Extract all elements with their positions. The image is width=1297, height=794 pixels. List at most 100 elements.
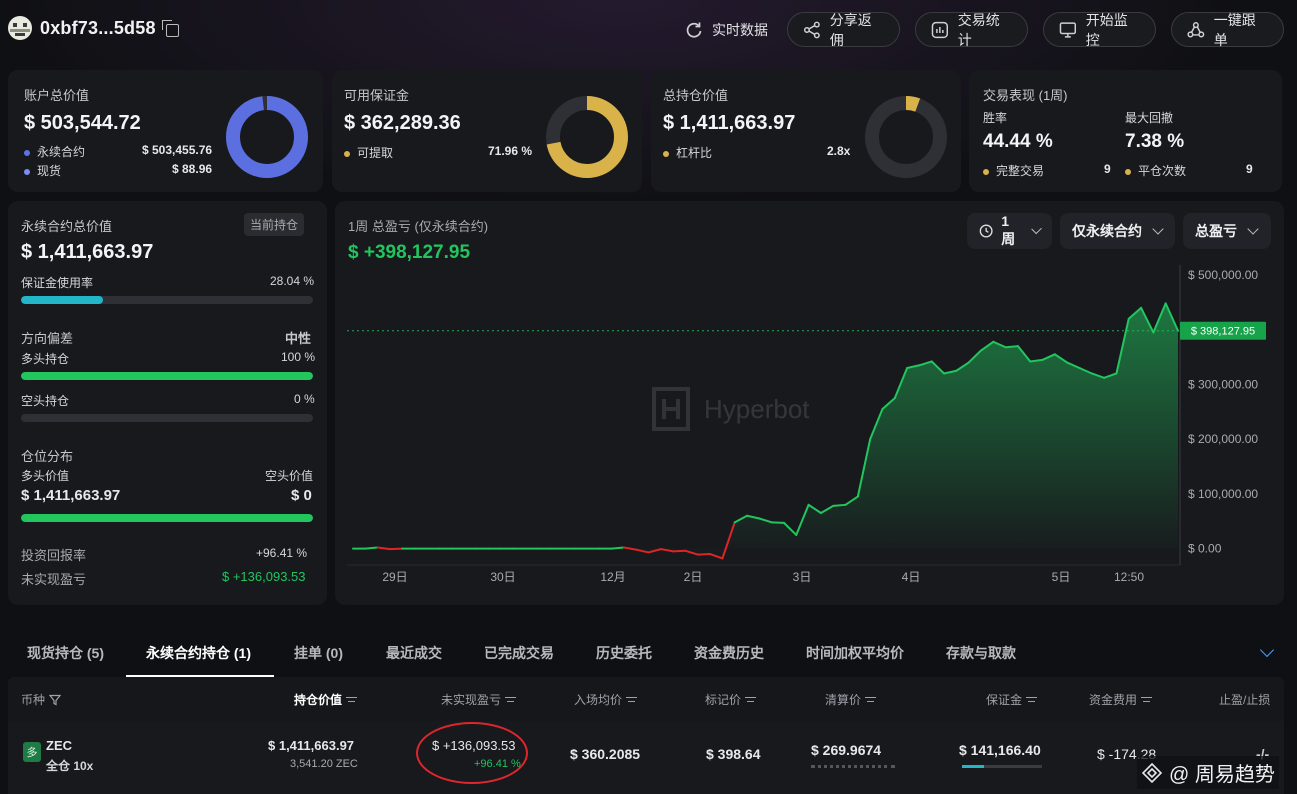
address-text: 0xbf73...5d58 [40, 17, 156, 38]
tab-spot-positions[interactable]: 现货持仓 (5) [27, 645, 104, 661]
pnl-line-segment [1115, 317, 1130, 375]
short-position-value: 0 % [294, 392, 315, 406]
tab-funding-history[interactable]: 资金费历史 [694, 645, 764, 661]
y-tick-label: $ 100,000.00 [1188, 487, 1258, 501]
tab-completed-trades[interactable]: 已完成交易 [484, 645, 554, 661]
perp-row-label: 永续合约 [24, 143, 85, 160]
tab-perp-positions[interactable]: 永续合约持仓 (1) [146, 645, 251, 661]
withdrawable-label: 可提取 [344, 144, 393, 161]
pnl-line-segment [856, 438, 872, 498]
table-row[interactable] [8, 721, 1284, 794]
position-ring-chart [865, 96, 947, 178]
pnl-line-segment [1164, 302, 1179, 332]
mark-price-cell: $ 398.64 [706, 746, 761, 762]
pnl-line-segment [1152, 302, 1167, 334]
stats-icon [931, 21, 949, 38]
margin-bar [962, 765, 1042, 768]
tab-open-orders[interactable]: 挂单 (0) [294, 645, 343, 661]
collapse-chevron-icon[interactable] [1259, 642, 1275, 658]
pnl-line-segment [1140, 306, 1155, 334]
copy-icon[interactable] [161, 19, 179, 37]
position-value-cell: $ 1,411,663.97 [268, 738, 355, 753]
available-margin-value: $ 362,289.36 [344, 112, 461, 134]
sort-icon [1026, 696, 1038, 704]
entry-price-cell: $ 360.2085 [570, 746, 641, 762]
coin-name[interactable]: ZEC [46, 738, 72, 753]
pnl-type-dropdown[interactable]: 总盈亏 [1183, 213, 1271, 249]
margin-cell: $ 141,166.40 [959, 742, 1041, 758]
pnl-line-segment [844, 495, 859, 506]
x-tick-label: 12:50 [1114, 570, 1144, 584]
share-icon [803, 21, 820, 38]
tab-recent-fills[interactable]: 最近成交 [386, 645, 442, 661]
col-unrealized-pnl[interactable]: 未实现盈亏 [441, 691, 517, 708]
long-value: $ 1,411,663.97 [21, 487, 121, 504]
account-ring-chart [226, 96, 308, 178]
pnl-line-segment [1127, 306, 1143, 320]
pnl-line-segment [733, 514, 749, 524]
current-position-badge[interactable]: 当前持仓 [244, 213, 305, 236]
source-watermark-text: @ 周易趋势 [1169, 764, 1275, 786]
pnl-line-segment [721, 521, 736, 560]
col-liq-price[interactable]: 清算价 [825, 691, 877, 708]
win-rate-label: 胜率 [983, 111, 1008, 125]
liq-price-cell: $ 269.9674 [811, 742, 882, 758]
market-dropdown-label: 仅永续合约 [1072, 223, 1142, 239]
unrealized-pnl-label: 未实现盈亏 [21, 572, 87, 587]
trade-stats-button[interactable]: 交易统计 [915, 12, 1028, 48]
leverage-value: 2.8x [827, 144, 851, 158]
position-value: $ 1,411,663.97 [663, 112, 796, 134]
col-position-value[interactable]: 持仓价值 [294, 691, 358, 708]
pnl-total-value: $ +398,127.95 [348, 242, 471, 263]
account-value-card: 账户总价值 $ 503,544.72 永续合约 $ 503,455.76 现货 … [8, 70, 323, 192]
col-funding[interactable]: 资金费用 [1089, 691, 1153, 708]
tab-order-history[interactable]: 历史委托 [596, 645, 652, 661]
pnl-line-segment [1090, 372, 1106, 379]
start-monitor-button[interactable]: 开始监控 [1043, 11, 1156, 48]
col-margin[interactable]: 保证金 [986, 691, 1038, 708]
pnl-chart-title: 1周 总盈亏 (仅永续合约) [348, 219, 489, 234]
sort-icon [745, 696, 757, 704]
y-tick-label: $ 500,000.00 [1188, 268, 1258, 282]
tab-deposits-withdrawals[interactable]: 存款与取款 [946, 645, 1016, 661]
margin-mode: 全仓 10x [46, 759, 94, 773]
pnl-line-segment [388, 547, 404, 551]
long-position-label: 多头持仓 [21, 352, 70, 366]
short-value-label: 空头价值 [265, 469, 314, 483]
realtime-data-button[interactable]: 实时数据 [670, 12, 782, 47]
pnl-line-segment [1029, 358, 1044, 363]
direction-bias-value: 中性 [285, 331, 312, 346]
pnl-line-segment [992, 340, 1007, 349]
perp-total-label: 永续合约总价值 [21, 219, 113, 234]
close-count-value: 9 [1246, 162, 1253, 176]
pnl-line-segment [979, 340, 995, 352]
share-referral-button[interactable]: 分享返佣 [787, 11, 900, 48]
start-monitor-label: 开始监控 [1085, 11, 1128, 48]
account-value-label: 账户总价值 [24, 88, 90, 103]
pnl-line-segment [758, 517, 773, 524]
pnl-line-segment [672, 549, 687, 553]
pnl-line-segment [1004, 345, 1019, 349]
tab-twap[interactable]: 时间加权平均价 [806, 645, 904, 661]
chevron-down-icon [1030, 223, 1042, 235]
perp-summary-panel: 永续合约总价值 当前持仓 $ 1,411,663.97 保证金使用率 28.04… [8, 201, 327, 605]
period-dropdown[interactable]: 1周 [967, 213, 1052, 249]
col-mark-price[interactable]: 标记价 [705, 691, 757, 708]
col-tpsl[interactable]: 止盈/止损 [1219, 693, 1271, 707]
margin-usage-value: 28.04 % [270, 274, 315, 288]
account-value: $ 503,544.72 [24, 112, 141, 134]
market-dropdown[interactable]: 仅永续合约 [1060, 213, 1175, 249]
available-margin-label: 可用保证金 [344, 88, 410, 103]
col-entry-price[interactable]: 入场均价 [574, 691, 638, 708]
pnl-line-segment [893, 367, 909, 400]
col-coin[interactable]: 币种 [21, 691, 62, 708]
win-rate-value: 44.44 % [983, 131, 1053, 152]
copy-trade-button[interactable]: 一键跟单 [1171, 12, 1284, 48]
share-referral-label: 分享返佣 [829, 11, 872, 48]
copy-trade-icon [1187, 21, 1205, 37]
pnl-line-segment [832, 503, 847, 507]
clock-icon [979, 224, 993, 238]
long-position-value: 100 % [281, 350, 316, 364]
close-count-label: 平仓次数 [1125, 162, 1186, 179]
pnl-line-segment [1016, 345, 1032, 363]
